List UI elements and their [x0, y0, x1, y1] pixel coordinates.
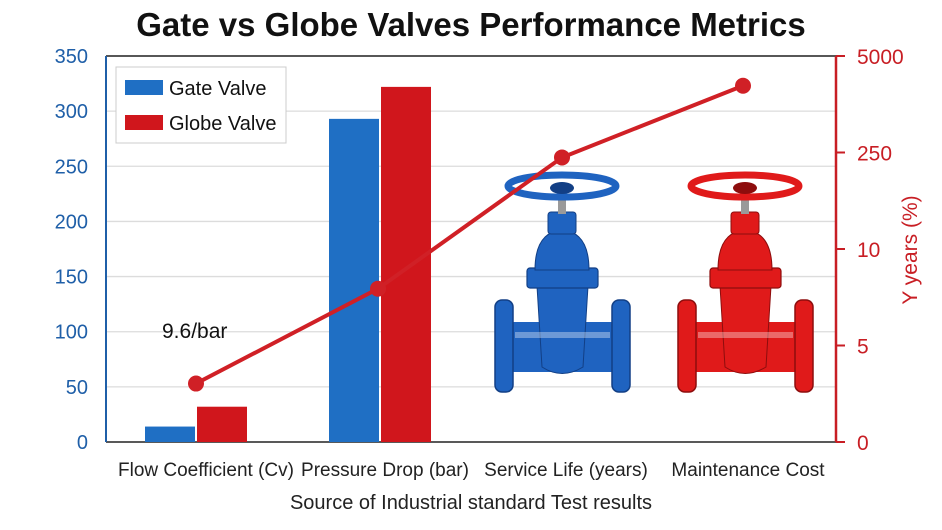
- valve-bonnet: [717, 229, 773, 271]
- legend-swatch: [125, 80, 163, 95]
- y2-tick-label: 250: [857, 143, 892, 166]
- valve-stem: [741, 194, 749, 214]
- valve-handwheel: [504, 171, 620, 201]
- valve-bonnet: [534, 229, 590, 271]
- valve-highlight: [698, 332, 793, 338]
- x-tick-label: Service Life (years): [484, 460, 648, 481]
- valve-flange-left: [494, 299, 514, 393]
- legend-swatch: [125, 115, 163, 130]
- legend-label: Globe Valve: [169, 113, 276, 135]
- y-tick-label: 150: [55, 267, 88, 289]
- valve-bonnet-flange: [709, 267, 782, 289]
- chart-title: Gate vs Globe Valves Performance Metrics: [136, 6, 806, 43]
- gate-valve-blue-image: [494, 171, 631, 393]
- trend-point: [735, 77, 751, 94]
- valve-flange-right: [794, 299, 814, 393]
- valve-body: [536, 285, 589, 374]
- trend-line: [195, 83, 744, 386]
- legend-label: Gate Valve: [169, 78, 266, 100]
- legend-box: [115, 66, 287, 144]
- valve-body: [719, 285, 772, 374]
- valve-flange-left: [677, 299, 697, 393]
- valve-handwheel: [687, 171, 803, 201]
- valve-highlight: [515, 332, 610, 338]
- y-tick-label: 350: [55, 46, 88, 68]
- bar-gate-valve: [329, 118, 379, 442]
- legend: Gate Valve Globe Valve: [115, 66, 287, 144]
- valve-neck: [547, 211, 577, 235]
- valve-stem: [558, 194, 566, 214]
- y-tick-label: 100: [55, 322, 88, 344]
- x-tick-label: Pressure Drop (bar): [301, 460, 469, 481]
- valve-flange-right: [611, 299, 631, 393]
- annotation-label: 9.6/bar: [162, 320, 227, 343]
- trend-point: [370, 280, 386, 297]
- trend-point: [554, 149, 570, 166]
- valve-neck: [730, 211, 760, 235]
- y-tick-label: 200: [55, 211, 88, 233]
- y-tick-label: 300: [55, 101, 88, 123]
- y2-tick-label: 0: [857, 432, 869, 455]
- x-axis-title: Source of Industrial standard Test resul…: [289, 492, 653, 514]
- y2-tick-label: 5000: [857, 46, 904, 69]
- y-tick-label: 50: [66, 377, 88, 399]
- bar-globe-valve: [197, 406, 247, 442]
- gate-valve-red-image: [677, 171, 814, 393]
- y2-tick-label: 5: [857, 336, 869, 359]
- y-tick-label: 250: [55, 156, 88, 178]
- x-tick-label: Maintenance Cost: [671, 460, 825, 481]
- bar-gate-valve: [145, 426, 195, 442]
- y-tick-label: 0: [77, 432, 88, 454]
- x-tick-label: Flow Coefficient (Cv): [118, 460, 294, 481]
- y2-tick-label: 10: [857, 239, 880, 262]
- valve-hub: [733, 182, 757, 194]
- y2-axis-title: Y years (%): [899, 195, 922, 304]
- valve-hub: [550, 182, 574, 194]
- bar-globe-valve: [381, 86, 431, 442]
- trend-point: [188, 375, 204, 392]
- valve-bonnet-flange: [526, 267, 599, 289]
